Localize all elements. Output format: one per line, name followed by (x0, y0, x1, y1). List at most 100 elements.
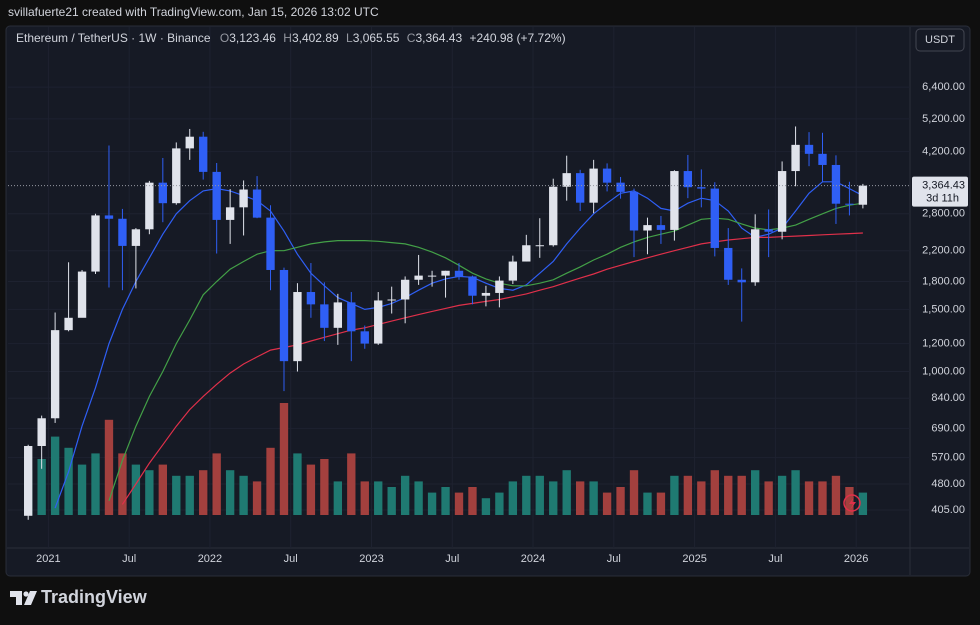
candle-body (400, 279, 410, 300)
candle-body (508, 261, 518, 281)
candle-body (50, 330, 60, 419)
volume-bar (185, 475, 194, 515)
y-tick-label: 4,200.00 (922, 146, 965, 158)
candle-body (549, 186, 558, 246)
volume-bar (562, 470, 571, 515)
logo-dot (23, 591, 29, 597)
x-tick-label: 2026 (844, 553, 868, 565)
ohlc-value: 3,123.46 (229, 31, 276, 45)
volume-bar (831, 475, 841, 515)
y-tick-label: 5,200.00 (922, 113, 965, 125)
x-tick-label: Jul (284, 553, 298, 565)
y-tick-label: 6,400.00 (922, 81, 965, 93)
last-price-label: 3,364.43 (922, 180, 965, 192)
candle-body (777, 171, 787, 232)
volume-bar (64, 447, 73, 515)
volume-bar (91, 453, 100, 515)
volume-bar (616, 487, 625, 515)
volume-bar (751, 470, 760, 515)
candle-body (535, 245, 544, 247)
candle-body (427, 275, 437, 277)
candle-body (24, 446, 33, 516)
y-tick-label: 1,200.00 (922, 337, 965, 349)
candle-body (266, 217, 275, 270)
candle-body (737, 279, 746, 283)
volume-bar (118, 453, 127, 515)
candle-body (643, 225, 652, 231)
candle-body (172, 148, 181, 204)
countdown: 3d 11h (926, 193, 959, 205)
ohlc-value: 3,402.89 (292, 31, 339, 45)
volume-bar (225, 470, 235, 515)
volume-bar (710, 470, 719, 515)
volume-bar (77, 464, 87, 515)
ohlc-label: L (346, 31, 353, 45)
candle-body (64, 317, 73, 331)
currency-button[interactable] (915, 28, 965, 52)
last-price-tag (912, 176, 968, 207)
alert-icon[interactable] (843, 494, 861, 512)
volume-bar (777, 475, 787, 515)
candle-body (575, 173, 585, 203)
brand: TradingView (41, 587, 148, 607)
candle-body (629, 191, 639, 231)
volume-bar (347, 453, 356, 515)
candle-body (468, 276, 477, 296)
volume-bar (252, 481, 262, 515)
y-tick-label: 2,200.00 (922, 245, 965, 257)
y-tick-label: 690.00 (931, 422, 965, 434)
moving-average (108, 202, 863, 501)
volume-bar (589, 481, 598, 515)
volume-bar (414, 481, 423, 515)
logo-mark (10, 591, 22, 605)
x-tick-label: 2024 (521, 553, 545, 565)
x-tick-label: 2022 (198, 553, 222, 565)
credit: svillafuerte21 created with TradingView.… (8, 5, 379, 19)
volume-bar (360, 481, 369, 515)
candle-body (374, 300, 383, 344)
candle-body (239, 189, 248, 208)
volume-bar (441, 487, 450, 515)
candle-body (225, 207, 235, 220)
x-tick-label: 2023 (359, 553, 383, 565)
candle-body (845, 203, 854, 205)
volume-bar (387, 487, 396, 515)
volume-bar (818, 481, 827, 515)
candle-body (293, 292, 302, 362)
candle-body (670, 171, 679, 230)
candle-body (495, 280, 504, 293)
candle-body (131, 229, 141, 246)
volume-bar (400, 475, 410, 515)
y-tick-label: 480.00 (931, 478, 965, 490)
x-tick-label: 2021 (36, 553, 60, 565)
volume-bar (858, 492, 868, 515)
currency[interactable]: USDT (925, 34, 955, 46)
y-tick-label: 1,800.00 (922, 275, 965, 287)
symbol: Ethereum / TetherUS · 1W · Binance (16, 31, 211, 45)
candle-body (333, 302, 343, 328)
volume-bar (279, 403, 289, 515)
x-tick-label: Jul (122, 553, 136, 565)
candle-body (145, 182, 154, 230)
ohlc-label: O (220, 31, 229, 45)
volume-bar (50, 436, 60, 515)
volume-bar (454, 492, 464, 515)
candle-body (616, 182, 625, 192)
candle-body (279, 269, 289, 362)
volume-bar (481, 498, 491, 515)
candle-body (37, 418, 46, 447)
volume-bar (293, 453, 302, 515)
candle-body (831, 164, 841, 204)
volume-bar (212, 453, 221, 515)
volume-bar (172, 475, 181, 515)
candle-body (481, 292, 491, 296)
volume-bar (333, 481, 343, 515)
volume-bar (670, 475, 679, 515)
volume-bar (845, 487, 854, 515)
y-tick-label: 2,800.00 (922, 208, 965, 220)
candle-body (562, 173, 571, 187)
y-tick-label: 1,000.00 (922, 365, 965, 377)
volume-bar (724, 475, 733, 515)
